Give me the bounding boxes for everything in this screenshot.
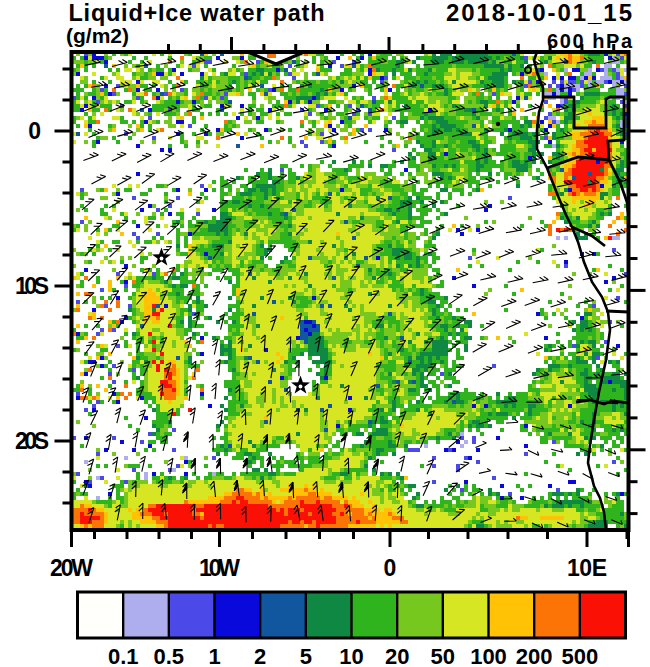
svg-text:10S: 10S xyxy=(15,273,49,299)
svg-text:600 hPa: 600 hPa xyxy=(547,30,633,52)
svg-text:0.1: 0.1 xyxy=(108,644,139,667)
svg-text:500: 500 xyxy=(561,644,598,667)
svg-text:20: 20 xyxy=(385,644,409,667)
svg-text:2: 2 xyxy=(254,644,266,667)
svg-text:10: 10 xyxy=(339,644,363,667)
svg-text:(g/m2): (g/m2) xyxy=(66,24,129,47)
svg-text:5: 5 xyxy=(300,644,312,667)
svg-text:20W: 20W xyxy=(50,555,93,581)
svg-text:10W: 10W xyxy=(199,555,240,581)
svg-text:10E: 10E xyxy=(567,555,607,581)
svg-text:0.5: 0.5 xyxy=(154,644,185,667)
svg-text:0: 0 xyxy=(384,555,397,581)
svg-text:Liquid+Ice water path: Liquid+Ice water path xyxy=(69,0,325,26)
svg-text:2018-10-01_15: 2018-10-01_15 xyxy=(446,0,632,26)
svg-text:200: 200 xyxy=(516,644,553,667)
svg-text:0: 0 xyxy=(28,118,41,144)
svg-text:50: 50 xyxy=(431,644,455,667)
svg-text:20S: 20S xyxy=(15,428,49,454)
svg-text:1: 1 xyxy=(208,644,220,667)
svg-text:100: 100 xyxy=(470,644,507,667)
